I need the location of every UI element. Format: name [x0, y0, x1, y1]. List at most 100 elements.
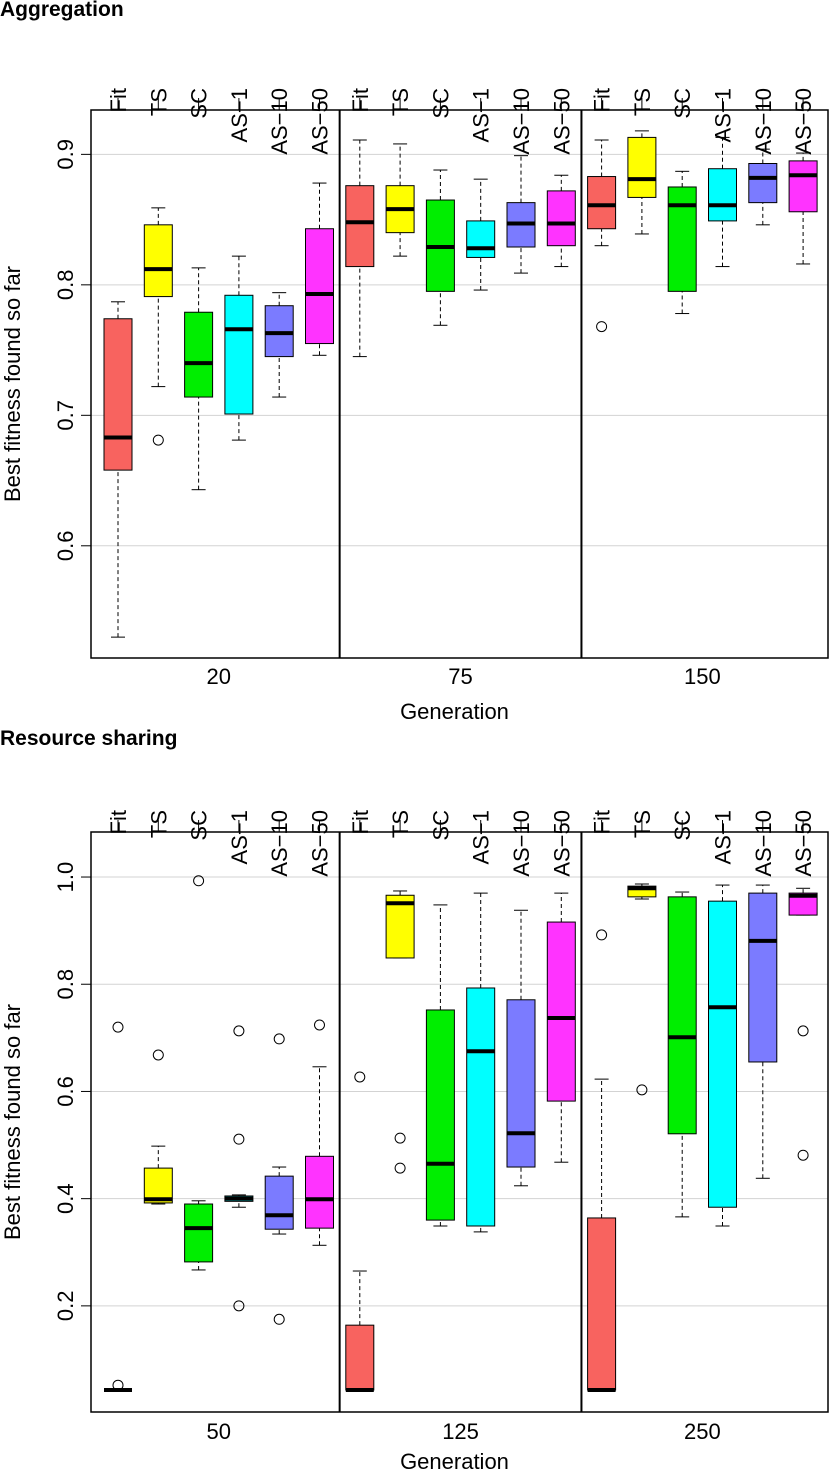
y-tick-label: 0.6: [53, 530, 78, 561]
plot-frame: [90, 109, 829, 659]
box: [466, 220, 496, 258]
method-label: AS−50: [549, 88, 574, 155]
method-label: SC: [187, 810, 212, 841]
method-label: AS−1: [711, 88, 736, 142]
x-tick-label: 50: [207, 1419, 231, 1444]
method-label: AS−1: [227, 88, 252, 142]
y-tick-label: 0.6: [53, 1076, 78, 1107]
outlier: [152, 1049, 164, 1061]
x-tick-label: 75: [448, 664, 472, 689]
box: [708, 900, 737, 1208]
method-label: TS: [630, 88, 655, 116]
outlier: [797, 1025, 809, 1037]
box: [184, 311, 214, 398]
outlier: [354, 1071, 366, 1083]
box: [305, 228, 334, 345]
box: [788, 160, 818, 213]
method-label: SC: [670, 810, 695, 841]
y-tick-label: 0.8: [53, 270, 78, 301]
method-label: AS−1: [469, 810, 494, 864]
box: [667, 186, 697, 292]
method-label: AS−10: [509, 88, 534, 155]
method-label: TS: [146, 810, 171, 838]
box: [506, 999, 536, 1168]
method-label: AS−10: [751, 810, 776, 877]
x-axis-label: Generation: [400, 699, 509, 724]
outlier: [193, 875, 205, 887]
box: [466, 987, 496, 1227]
box: [546, 921, 576, 1102]
box: [143, 1167, 173, 1204]
method-label: Fit: [590, 810, 615, 834]
method-label: SC: [428, 88, 453, 119]
outlier: [233, 1025, 245, 1037]
box: [103, 318, 133, 471]
box: [224, 294, 254, 415]
box: [385, 894, 415, 959]
method-label: AS−1: [469, 88, 494, 142]
y-tick-label: 0.4: [53, 1183, 78, 1214]
method-label: AS−10: [751, 88, 776, 155]
outlier: [636, 1084, 648, 1096]
y-tick-label: 0.2: [53, 1291, 78, 1322]
outlier: [112, 1021, 124, 1033]
y-tick-label: 1.0: [53, 862, 78, 893]
chart-title: Resource sharing: [0, 727, 177, 750]
box: [305, 1155, 334, 1229]
box: [627, 885, 657, 898]
method-label: TS: [146, 88, 171, 116]
x-tick-label: 250: [684, 1419, 721, 1444]
outlier: [596, 929, 608, 941]
x-tick-label: 150: [684, 664, 721, 689]
box: [788, 892, 818, 916]
outlier: [233, 1133, 245, 1145]
plot-frame: [90, 831, 829, 1413]
outlier: [797, 1149, 809, 1161]
box: [627, 136, 657, 198]
method-label: TS: [388, 88, 413, 116]
outlier: [394, 1132, 406, 1144]
outlier: [112, 1379, 124, 1391]
box: [264, 1175, 294, 1230]
outlier: [273, 1313, 285, 1325]
x-tick-label: 20: [207, 664, 231, 689]
method-label: SC: [428, 810, 453, 841]
outlier: [273, 1033, 285, 1045]
box: [425, 1009, 455, 1221]
chart-title: Aggregation: [0, 0, 124, 21]
x-axis-label: Generation: [400, 1449, 509, 1472]
box: [587, 176, 617, 230]
y-axis-label: Best fitness found so far: [0, 1004, 25, 1240]
outlier: [233, 1300, 245, 1312]
box: [546, 190, 576, 247]
outlier: [314, 1019, 325, 1031]
outlier: [152, 434, 164, 446]
box: [184, 1203, 214, 1263]
method-label: TS: [388, 810, 413, 838]
box: [667, 896, 697, 1135]
method-label: AS−50: [549, 810, 574, 877]
method-label: AS−10: [267, 88, 292, 155]
method-label: AS−50: [308, 810, 333, 877]
method-label: AS−10: [267, 810, 292, 877]
method-label: Fit: [590, 88, 615, 112]
method-label: SC: [187, 88, 212, 119]
outlier: [394, 1162, 406, 1174]
method-label: AS−50: [308, 88, 333, 155]
y-tick-label: 0.8: [53, 969, 78, 1000]
method-label: AS−50: [791, 88, 816, 155]
box: [143, 224, 173, 298]
y-axis-label: Best fitness found so far: [0, 266, 25, 502]
y-tick-label: 0.9: [53, 139, 78, 170]
method-label: Fit: [106, 88, 131, 112]
method-label: AS−1: [711, 810, 736, 864]
box: [748, 162, 778, 204]
box: [345, 185, 375, 268]
method-label: Fit: [348, 88, 373, 112]
method-label: Fit: [106, 810, 131, 834]
y-tick-label: 0.7: [53, 400, 78, 431]
method-label: AS−10: [509, 810, 534, 877]
box: [345, 1324, 375, 1391]
x-tick-label: 125: [442, 1419, 479, 1444]
